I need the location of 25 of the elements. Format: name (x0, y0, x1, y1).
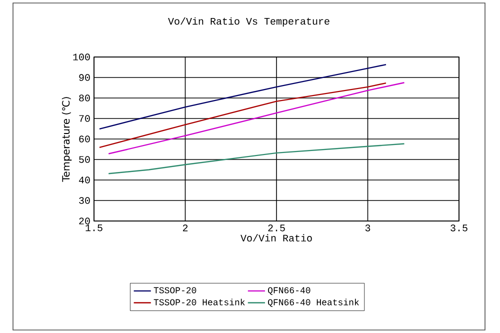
chart-title: Vo/Vin Ratio Vs Temperature (168, 17, 330, 27)
x-tick-label: 3.5 (450, 224, 468, 232)
y-tick-label: 60 (79, 136, 90, 142)
x-tick-label: 1.5 (86, 224, 102, 232)
x-tick-label: 2.5 (268, 224, 285, 232)
line-series (108, 143, 405, 174)
line-series (98, 64, 387, 130)
y-tick-label: 30 (79, 197, 90, 204)
line-series (108, 82, 405, 154)
x-tick-label: 3 (365, 224, 370, 232)
line-series (98, 82, 387, 148)
x-axis-title: Vo/Vin Ratio (240, 234, 312, 242)
legend-label: TSSOP-20 Heatsink (154, 298, 245, 306)
legend-label: QFN66-40 (268, 287, 310, 295)
legend-label: TSSOP-20 (154, 287, 196, 294)
legend-label: QFN66-40 Heatsink (268, 298, 359, 307)
y-tick-label: 70 (79, 115, 90, 122)
y-tick-label: 90 (79, 74, 90, 81)
y-tick-label: 20 (79, 218, 90, 224)
y-tick-label: 100 (73, 54, 90, 60)
x-tick-label: 2 (182, 224, 188, 232)
y-tick-label: 40 (78, 176, 90, 184)
y-tick-label: 80 (79, 94, 90, 102)
y-axis-title: Temperature (℃) (62, 97, 72, 182)
y-tick-label: 50 (79, 156, 90, 163)
